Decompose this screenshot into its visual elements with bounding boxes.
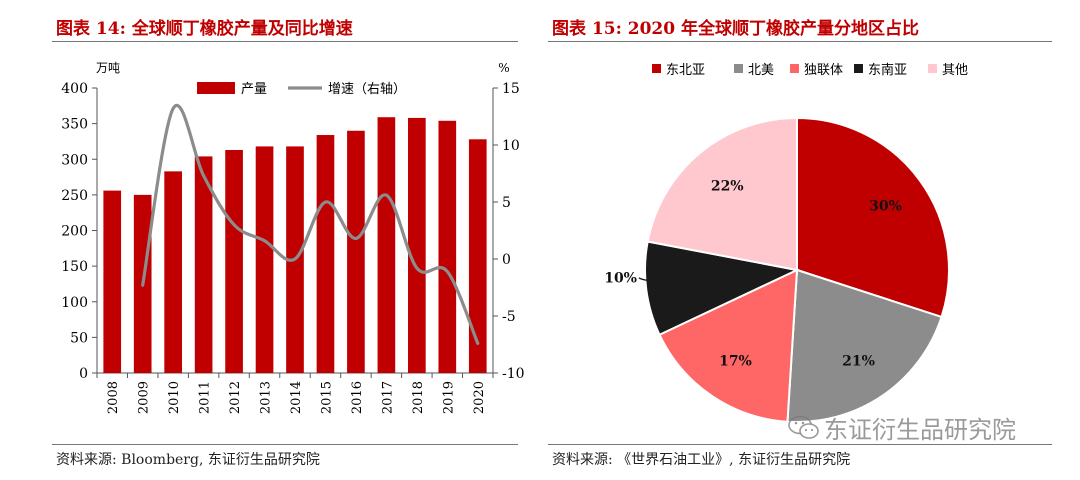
x-tick-label: 2014 <box>289 381 304 414</box>
bar-2013 <box>255 146 274 373</box>
pie-value-label: 30% <box>869 199 902 215</box>
pie-value-label: 17% <box>719 354 752 370</box>
pie-chart: 30% 21% 17% 10% 22% 东北亚 北美 独联体 东南亚 其他 <box>604 62 968 423</box>
bar-2016 <box>347 130 365 373</box>
legend-swatch-4 <box>854 64 863 73</box>
y-tick-label: 400 <box>61 81 88 97</box>
pie-leader-line <box>638 277 689 285</box>
figure-14-source: 资料来源: Bloomberg, 东证衍生品研究院 <box>56 452 320 468</box>
y-tick-label: 100 <box>61 295 88 311</box>
bar-2008 <box>103 190 122 373</box>
y2-tick-label: 15 <box>502 81 520 97</box>
x-tick-label: 2020 <box>472 381 487 414</box>
pie-value-label: 10% <box>604 271 637 287</box>
bar-2017 <box>377 117 396 374</box>
legend-label-5: 其他 <box>942 63 968 78</box>
legend-swatch-2 <box>734 64 743 73</box>
pie-slice-5 <box>646 116 798 272</box>
figure-14-top-rule <box>52 41 518 42</box>
y-tick-label: 250 <box>61 188 88 204</box>
y2-tick-label: 10 <box>502 138 520 154</box>
bar-2015 <box>316 135 335 373</box>
legend-swatch-production <box>197 82 235 94</box>
bar-2010 <box>164 171 182 373</box>
y-axis-unit-label: 万吨 <box>96 61 120 75</box>
legend-swatch-5 <box>928 64 937 73</box>
x-tick-label: 2015 <box>319 381 334 414</box>
y-tick-label: 350 <box>61 117 88 133</box>
growth-rate-line <box>141 103 480 345</box>
legend-label-growth: 增速（右轴） <box>328 82 406 97</box>
x-tick-label: 2010 <box>167 381 182 414</box>
legend-label-2: 北美 <box>748 63 774 78</box>
legend-label-3: 独联体 <box>804 63 843 78</box>
x-tick-label: 2018 <box>411 381 426 414</box>
bar-2020 <box>468 139 487 373</box>
pie-slice-1 <box>796 116 950 319</box>
y2-tick-label: 0 <box>502 252 511 268</box>
y2-tick-label: -5 <box>502 309 516 325</box>
figure-15-title: 图表 15: 2020 年全球顺丁橡胶产量分地区占比 <box>552 19 920 39</box>
figure-15-top-rule <box>548 41 1052 42</box>
x-tick-label: 2016 <box>350 381 365 414</box>
combo-chart: 万吨 % 0 50 100 150 200 250 300 350 400 -10 -5 0 5 10 15… <box>61 61 525 414</box>
y-tick-label: 50 <box>70 330 88 346</box>
figure-14-title: 图表 14: 全球顺丁橡胶产量及同比增速 <box>56 19 353 39</box>
watermark-text: 东证衍生品研究院 <box>824 416 1016 444</box>
legend-swatch-1 <box>652 64 661 73</box>
legend-label-production: 产量 <box>241 82 267 97</box>
figure-15-source: 资料来源: 《世界石油工业》, 东证衍生品研究院 <box>552 452 851 468</box>
pie-value-label: 22% <box>711 179 744 195</box>
legend-label-4: 东南亚 <box>868 62 907 78</box>
y2-tick-label: 5 <box>502 195 511 211</box>
pie-slice-4 <box>644 240 801 337</box>
figure-15-bottom-rule <box>548 444 1052 445</box>
y-tick-label: 0 <box>79 366 88 382</box>
legend-label-1: 东北亚 <box>666 63 705 78</box>
pie-slice-2 <box>786 268 943 423</box>
y2-axis-unit-label: % <box>498 61 509 75</box>
bar-2012 <box>225 149 243 373</box>
y-tick-label: 300 <box>61 152 88 168</box>
pie-value-label: 21% <box>842 354 875 370</box>
x-tick-label: 2019 <box>441 381 456 414</box>
figure-15-panel: 图表 15: 2020 年全球顺丁橡胶产量分地区占比 30% 21% 17% 10% 2… <box>548 0 1080 480</box>
x-tick-label: 2011 <box>198 381 213 414</box>
y2-tick-label: -10 <box>502 366 525 382</box>
legend-swatch-3 <box>790 64 799 73</box>
figure-14-bottom-rule <box>52 444 518 445</box>
bar-2019 <box>438 120 457 374</box>
watermark: 东证衍生品研究院 <box>788 410 1016 445</box>
bar-2018 <box>408 117 426 373</box>
x-tick-label: 2017 <box>380 381 395 414</box>
y-tick-label: 200 <box>61 224 88 240</box>
x-tick-label: 2009 <box>137 381 152 414</box>
figure-14-panel: 图表 14: 全球顺丁橡胶产量及同比增速 万吨 % 0 50 100 150 200 25… <box>0 0 530 480</box>
wechat-icon <box>788 415 819 439</box>
y-tick-label: 150 <box>61 259 88 275</box>
bar-2011 <box>194 156 213 373</box>
x-tick-label: 2013 <box>259 381 274 414</box>
pie-slice-3 <box>658 268 799 423</box>
x-tick-label: 2008 <box>106 381 121 414</box>
x-tick-label: 2012 <box>228 381 243 414</box>
